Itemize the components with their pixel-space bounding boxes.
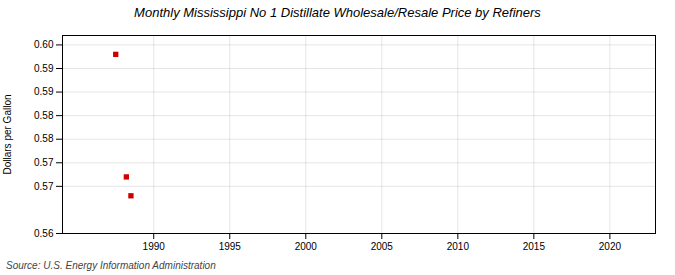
svg-text:0.58: 0.58 <box>34 110 54 121</box>
svg-text:0.56: 0.56 <box>34 228 54 239</box>
svg-text:2005: 2005 <box>371 241 394 252</box>
svg-text:1990: 1990 <box>143 241 166 252</box>
svg-text:2020: 2020 <box>599 241 622 252</box>
svg-text:0.58: 0.58 <box>34 133 54 144</box>
svg-text:0.57: 0.57 <box>34 181 54 192</box>
svg-text:2015: 2015 <box>523 241 546 252</box>
svg-text:2000: 2000 <box>295 241 318 252</box>
html-text:Monthly Mississippi No 1 Disti: Monthly Mississippi No 1 Distillate Whol… <box>134 5 541 20</box>
svg-text:2010: 2010 <box>447 241 470 252</box>
svg-text:0.57: 0.57 <box>34 157 54 168</box>
svg-text:0.59: 0.59 <box>34 86 54 97</box>
html-text:Source: U.S. Energy Informatio: Source: U.S. Energy Information Administ… <box>6 260 216 271</box>
svg-text:0.59: 0.59 <box>34 63 54 74</box>
svg-text:Dollars per Gallon: Dollars per Gallon <box>2 94 13 174</box>
svg-text:0.60: 0.60 <box>34 39 54 50</box>
svg-text:1995: 1995 <box>219 241 242 252</box>
